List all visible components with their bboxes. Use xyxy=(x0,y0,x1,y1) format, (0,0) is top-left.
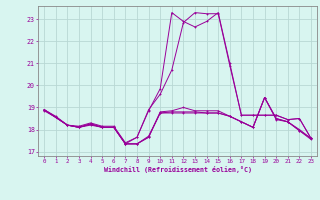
X-axis label: Windchill (Refroidissement éolien,°C): Windchill (Refroidissement éolien,°C) xyxy=(104,166,252,173)
